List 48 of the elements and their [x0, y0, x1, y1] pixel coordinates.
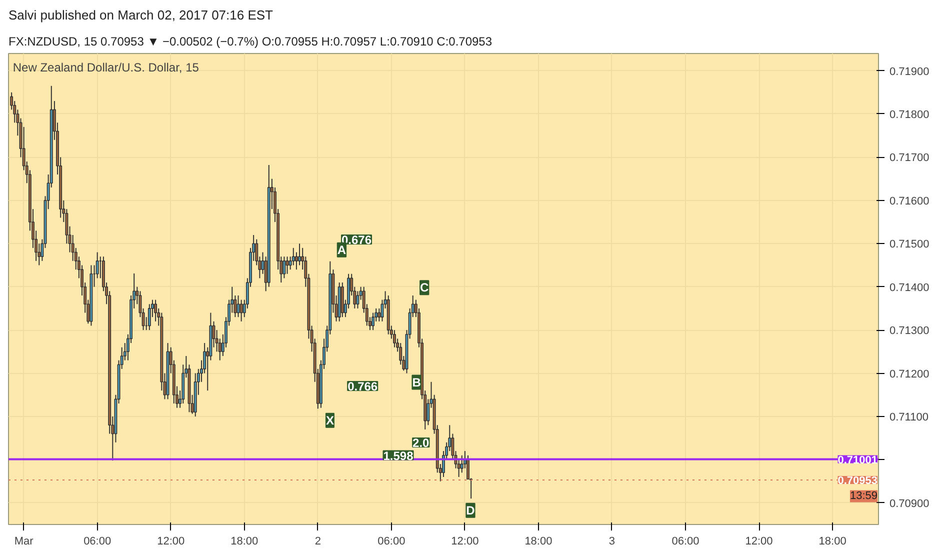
- annotation: D: [466, 503, 476, 518]
- candlestick: [282, 256, 286, 279]
- candlestick: [240, 299, 243, 322]
- annotation: 2.0: [412, 436, 430, 450]
- annotation: 13:59: [850, 490, 878, 502]
- x-tick-label: Mar: [14, 536, 34, 548]
- ref-line-label: 0.70953: [838, 474, 878, 487]
- x-tick-label: 2: [314, 536, 321, 548]
- annotation: B: [412, 375, 422, 390]
- candlestick: [294, 252, 298, 270]
- x-tick-label: 06:00: [672, 536, 700, 548]
- x-tick-label: 12:00: [745, 536, 773, 548]
- candlestick: [298, 243, 301, 266]
- y-tick-label: 0.71400: [890, 282, 930, 294]
- x-tick-label: 18:00: [818, 536, 846, 548]
- candlestick: [393, 330, 396, 348]
- annotation: A: [337, 242, 346, 257]
- annotation: C: [420, 280, 430, 295]
- annotation: 1.598: [383, 448, 414, 463]
- x-tick-label: 12:00: [451, 536, 479, 548]
- y-tick-label: 0.71700: [890, 152, 930, 164]
- y-tick-label: 0.71600: [890, 195, 930, 208]
- y-tick-label: 0.70900: [890, 498, 930, 510]
- ref-line-label: 0.71001: [838, 454, 878, 466]
- chart-subtitle: FX:NZDUSD, 15 0.70953 ▼ −0.00502 (−0.7%) O:0.70955 H:0.70957 L:0.70910 C:0.70953: [8, 34, 492, 48]
- candlestick: [154, 299, 158, 322]
- y-tick-label: 0.71500: [890, 238, 930, 251]
- x-tick-label: 12:00: [157, 536, 185, 548]
- candlestick: [460, 454, 464, 474]
- x-tick-label: 3: [608, 536, 616, 548]
- candlestick: [372, 312, 375, 331]
- y-tick-label: 0.71300: [890, 325, 930, 338]
- x-tick-label: 18:00: [230, 536, 258, 548]
- y-tick-label: 0.71800: [890, 108, 930, 121]
- x-tick-label: 06:00: [378, 536, 406, 548]
- x-tick-label: 18:00: [524, 536, 552, 548]
- annotation: New Zealand Dollar/U.S. Dollar, 15: [12, 60, 200, 75]
- candlestick: [466, 454, 470, 480]
- y-tick-label: 0.71900: [890, 66, 930, 78]
- annotation: X: [326, 413, 334, 428]
- candlestick: [378, 308, 381, 322]
- y-tick-label: 0.71100: [890, 411, 928, 424]
- y-tick-label: 0.71200: [890, 368, 930, 380]
- candlestick: [148, 304, 151, 331]
- annotation: 0.766: [348, 380, 378, 394]
- candlestick: [292, 247, 295, 266]
- chart-title: Salvi published on March 02, 2017 07:16 EST: [8, 8, 274, 22]
- x-tick-label: 06:00: [84, 536, 112, 548]
